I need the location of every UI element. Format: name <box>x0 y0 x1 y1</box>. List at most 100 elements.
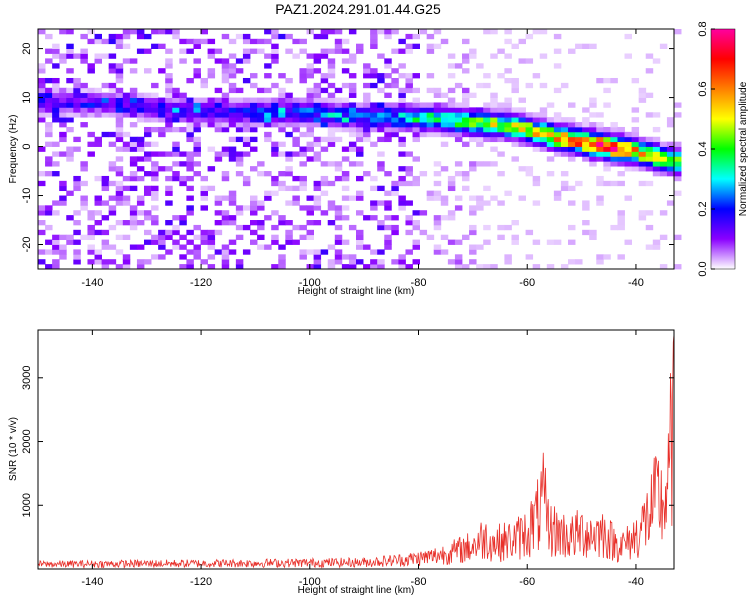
spectrogram-cell <box>539 141 548 147</box>
spectrogram-cell <box>356 210 364 216</box>
spectrogram-cell <box>525 254 534 260</box>
spectrogram-cell <box>532 180 541 187</box>
spectrogram-cell <box>108 141 117 147</box>
spectrogram-cell <box>122 107 131 113</box>
spectrogram-cell <box>334 234 343 241</box>
spectrogram-cell <box>158 117 166 123</box>
spectrogram-cell <box>320 102 329 108</box>
spectrogram-cell <box>115 38 124 45</box>
spectrogram-cell <box>433 195 442 201</box>
spectrogram-cell <box>603 180 611 187</box>
spectrogram-cell <box>447 185 456 192</box>
spectrogram-cell <box>165 185 173 192</box>
spectrogram-cell <box>193 122 201 128</box>
spectrogram-cell <box>136 175 145 182</box>
spectrogram-cell <box>497 234 505 241</box>
spectrogram-cell <box>348 259 357 265</box>
spectrogram-cell <box>356 107 364 113</box>
spectrogram-cell <box>52 53 60 59</box>
spectrogram-cell <box>320 87 329 94</box>
spectrogram-cell <box>433 224 442 231</box>
spectrogram-cell <box>179 38 187 45</box>
spectrogram-cell <box>674 234 682 241</box>
spectrogram-cell <box>582 131 590 138</box>
spectrogram-cell <box>313 254 322 260</box>
spectrogram-cell <box>469 259 477 265</box>
spectrogram-cell <box>348 264 357 270</box>
spectrogram-cell <box>483 29 491 35</box>
x-tick-label: -140 <box>81 576 103 588</box>
spectrogram-cell <box>158 229 166 236</box>
spectrogram-cell <box>186 38 194 45</box>
spectrogram-cell <box>165 126 173 133</box>
spectrogram-cell <box>115 68 124 74</box>
spectrogram-cell <box>440 200 449 206</box>
spectrogram-cell <box>122 29 131 35</box>
spectrogram-cell <box>172 146 180 152</box>
spectrogram-cell <box>179 254 187 260</box>
spectrogram-cell <box>546 126 555 133</box>
spectrogram-cell <box>52 141 60 147</box>
spectrogram-cell <box>59 136 67 143</box>
spectrogram-cell <box>136 200 145 206</box>
spectrogram-cell <box>384 63 392 69</box>
spectrogram-cell <box>490 29 498 35</box>
spectrogram-cell <box>38 146 46 152</box>
spectrogram-cell <box>313 200 322 206</box>
spectrogram-cell <box>165 82 173 89</box>
spectrogram-cell <box>426 87 435 94</box>
spectrogram-cell <box>122 97 131 103</box>
spectrogram-cell <box>666 200 675 206</box>
spectrogram-cell <box>327 48 336 54</box>
spectrogram-cell <box>151 195 159 201</box>
spectrogram-cell <box>348 29 357 35</box>
spectrogram-cell <box>674 264 682 270</box>
spectrogram-cell <box>624 156 632 162</box>
spectrogram-cell <box>200 107 208 113</box>
spectrogram-cell <box>151 29 159 35</box>
spectrogram-cell <box>285 239 293 245</box>
spectrogram-cell <box>306 195 314 201</box>
spectrogram-cell <box>165 117 173 123</box>
spectrogram-cell <box>546 239 555 245</box>
spectrogram-cell <box>59 249 67 255</box>
spectrogram-cell <box>659 156 668 162</box>
spectrogram-cell <box>73 259 81 265</box>
spectrogram-cell <box>73 102 81 108</box>
spectrogram-cell <box>596 254 604 260</box>
spectrogram-cell <box>186 136 194 143</box>
spectrogram-cell <box>292 200 300 206</box>
spectrogram-cell <box>313 141 322 147</box>
spectrogram-cell <box>391 68 399 74</box>
spectrogram-cell <box>334 122 343 128</box>
spectrogram-cell <box>66 107 74 113</box>
spectrogram-cell <box>674 102 682 108</box>
spectrogram-cell <box>504 38 512 45</box>
spectrogram-cell <box>603 131 611 138</box>
spectrogram-cell <box>363 97 371 103</box>
spectrogram-cell <box>292 141 300 147</box>
spectrogram-cell <box>341 205 350 211</box>
spectrogram-cell <box>264 136 272 143</box>
spectrogram-cell <box>38 68 46 74</box>
spectrogram-cell <box>313 58 322 64</box>
spectrogram-cell <box>186 185 194 192</box>
spectrogram-cell <box>151 239 159 245</box>
spectrogram-cell <box>356 244 364 250</box>
spectrogram-cell <box>264 190 272 196</box>
spectrogram-cell <box>200 259 208 265</box>
spectrogram-cell <box>158 151 166 157</box>
spectrogram-cell <box>257 48 265 54</box>
spectrogram-cell <box>638 141 647 147</box>
spectrogram-cell <box>363 136 371 143</box>
spectrogram-cell <box>242 107 251 113</box>
spectrogram-cell <box>221 175 230 182</box>
spectrogram-cell <box>59 97 67 103</box>
spectrogram-cell <box>59 234 67 241</box>
spectrogram-cell <box>129 205 138 211</box>
spectrogram-cell <box>278 264 286 270</box>
spectrogram-cell <box>165 112 173 118</box>
spectrogram-cell <box>603 254 611 260</box>
spectrogram-cell <box>285 48 293 54</box>
spectrogram-cell <box>412 97 420 103</box>
